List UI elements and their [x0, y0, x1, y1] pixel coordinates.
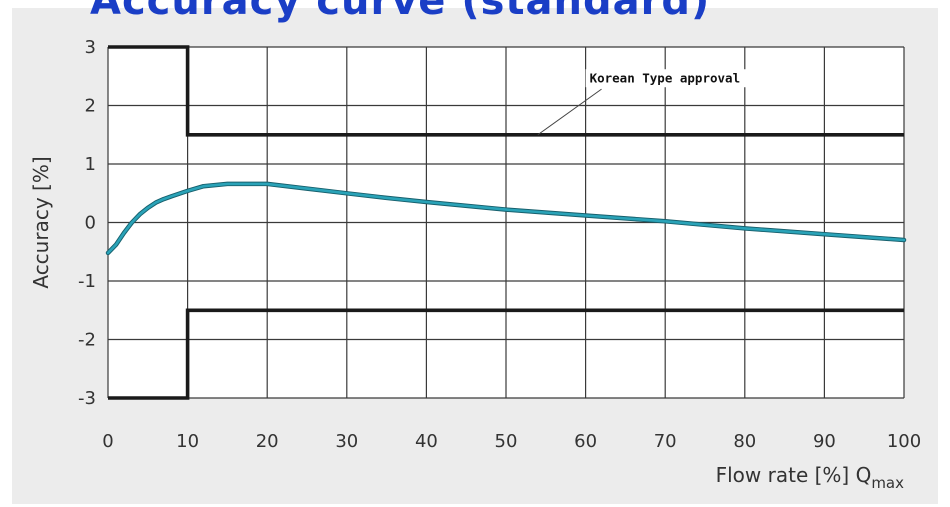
y-tick-label: -2 — [78, 330, 96, 351]
annotation-leader-line — [537, 88, 602, 136]
x-tick-label: 50 — [495, 431, 518, 452]
y-tick-labels: 3 2 1 0 -1 -2 -3 — [78, 37, 96, 409]
x-tick-label: 40 — [415, 431, 438, 452]
y-tick-label: 3 — [85, 37, 96, 58]
accuracy-curve — [106, 182, 906, 255]
x-tick-label: 60 — [574, 431, 597, 452]
annotation-text: Korean Type approval — [590, 71, 741, 86]
series-group — [105, 45, 907, 400]
x-tick-label: 10 — [176, 431, 199, 452]
y-axis-label: Accuracy [%] — [29, 156, 53, 288]
y-tick-label: -3 — [78, 388, 96, 409]
y-tick-label: 1 — [85, 154, 96, 175]
x-tick-label: 80 — [733, 431, 756, 452]
annotation-group: Korean Type approval — [537, 69, 768, 136]
x-tick-label: 90 — [813, 431, 836, 452]
y-tick-label: 0 — [85, 213, 96, 234]
x-tick-label: 0 — [102, 431, 113, 452]
x-axis-label: Flow rate [%] Qmax — [716, 463, 905, 492]
clipped-header-title: Accuracy curve (standard) — [0, 0, 950, 30]
x-tick-labels: 0 10 20 30 40 50 60 70 80 90 100 — [102, 431, 921, 452]
header-title-text: Accuracy curve (standard) — [90, 0, 711, 24]
grid-lines — [107, 46, 905, 399]
x-tick-label: 30 — [335, 431, 358, 452]
x-tick-label: 100 — [887, 431, 921, 452]
y-tick-label: -1 — [78, 271, 96, 292]
x-tick-label: 70 — [654, 431, 677, 452]
upper-limit-line — [108, 45, 904, 137]
lower-limit-line — [108, 308, 904, 400]
annotation-background — [585, 69, 768, 88]
y-tick-label: 2 — [85, 96, 96, 117]
x-tick-label: 20 — [256, 431, 279, 452]
